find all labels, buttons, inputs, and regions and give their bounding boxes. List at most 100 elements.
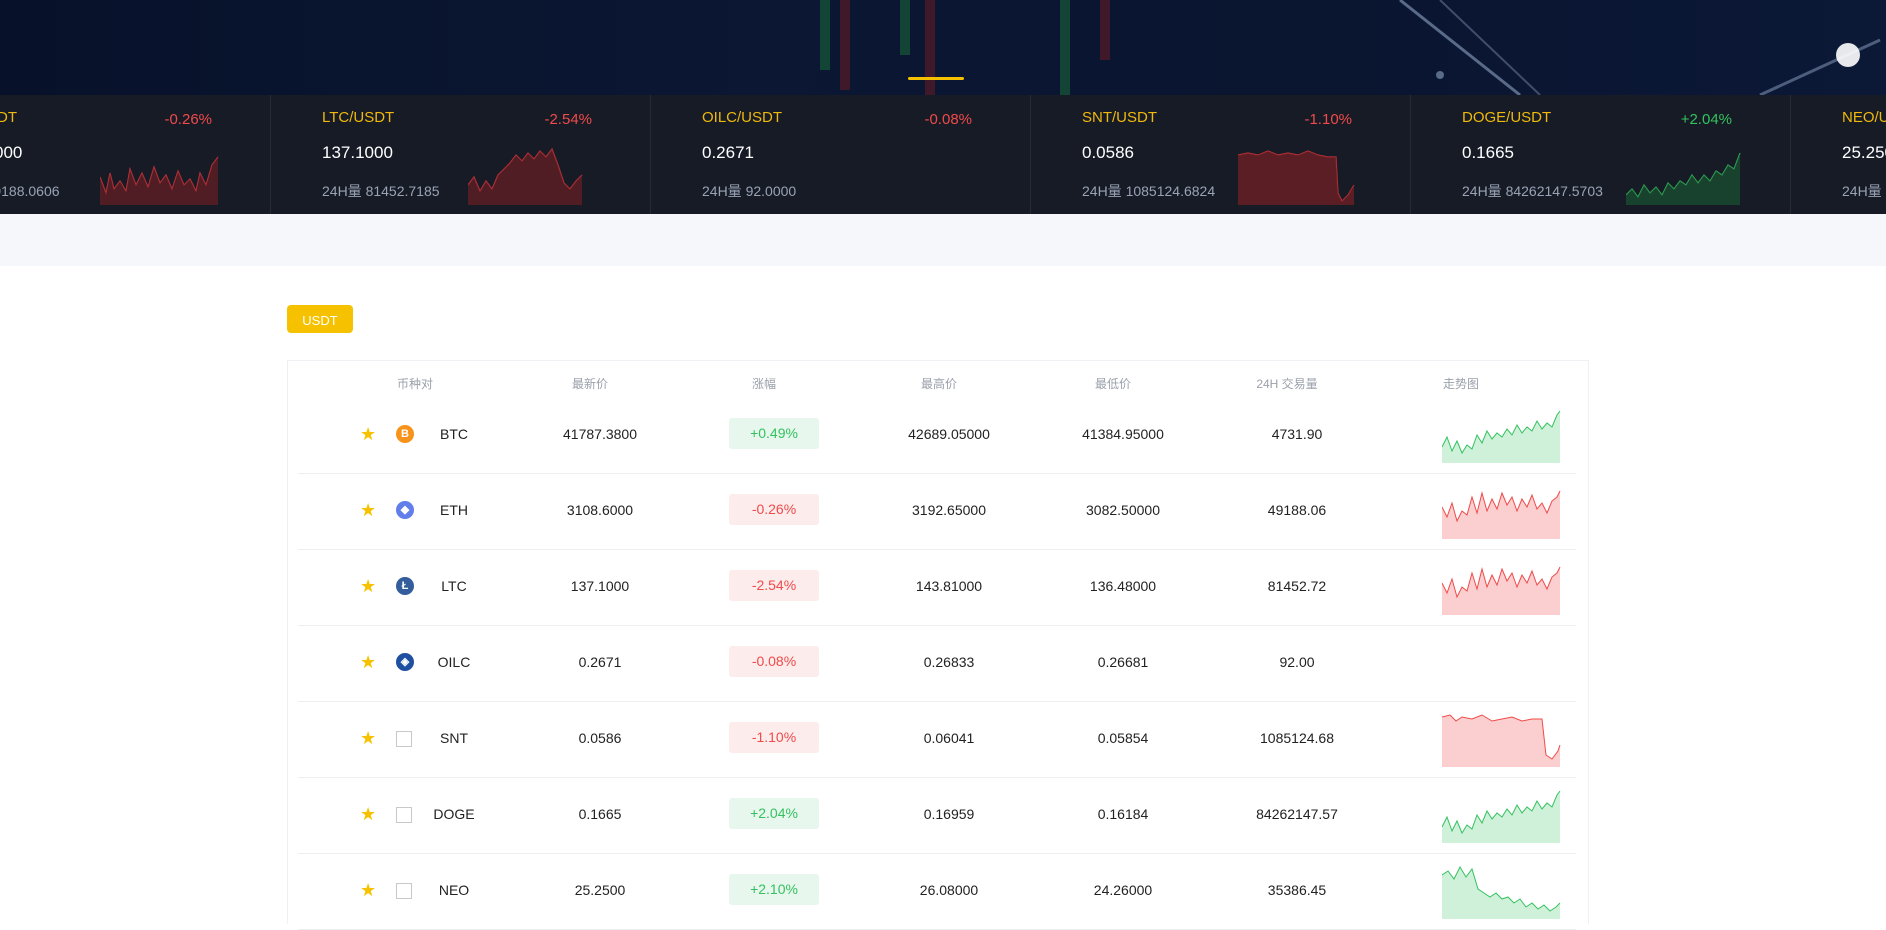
section-divider-band bbox=[0, 214, 1886, 266]
banner-candle bbox=[1060, 0, 1070, 95]
ticker-sparkline bbox=[1238, 150, 1355, 205]
banner-candle bbox=[900, 0, 910, 55]
coin-symbol: SNT bbox=[440, 730, 468, 746]
high-price: 42689.05000 bbox=[908, 426, 990, 442]
table-row[interactable]: ★ SNT 0.0586 -1.10% 0.06041 0.05854 1085… bbox=[298, 701, 1576, 778]
broken-image-icon bbox=[396, 807, 412, 823]
tab-usdt[interactable]: USDT bbox=[287, 305, 353, 333]
table-row[interactable]: ★ ◈ OILC 0.2671 -0.08% 0.26833 0.26681 9… bbox=[298, 625, 1576, 702]
ticker-volume: 24H量 35386.4500 bbox=[1842, 183, 1886, 199]
volume-24h: 92.00 bbox=[1279, 654, 1315, 670]
ticker-card[interactable]: NEO/USDT 25.2500 24H量 35386.4500 bbox=[1790, 95, 1886, 214]
coin-symbol: NEO bbox=[438, 882, 470, 898]
high-price: 0.26833 bbox=[923, 654, 975, 670]
ticker-volume: 24H量 84262147.5703 bbox=[1462, 183, 1603, 199]
ticker-card[interactable]: OILC/USDT -0.08% 0.2671 24H量 92.0000 bbox=[650, 95, 1031, 214]
ticker-price: 3108.6000 bbox=[0, 143, 23, 162]
ticker-sparkline bbox=[100, 156, 219, 205]
trend-sparkline bbox=[1442, 714, 1561, 767]
banner-candle bbox=[840, 0, 850, 90]
latest-price: 0.1665 bbox=[578, 806, 622, 822]
favorite-star-icon[interactable]: ★ bbox=[360, 804, 377, 824]
ticker-card[interactable]: SNT/USDT -1.10% 0.0586 24H量 1085124.6824 bbox=[1030, 95, 1411, 214]
litecoin-icon: Ł bbox=[396, 577, 414, 595]
latest-price: 25.2500 bbox=[574, 882, 626, 898]
ticker-change: -2.54% bbox=[544, 111, 592, 128]
ticker-price: 0.0586 bbox=[1082, 143, 1134, 162]
favorite-star-icon[interactable]: ★ bbox=[360, 652, 377, 672]
favorite-star-icon[interactable]: ★ bbox=[360, 728, 377, 748]
change-badge: +0.49% bbox=[729, 418, 819, 449]
favorite-star-icon[interactable]: ★ bbox=[360, 500, 377, 520]
ticker-volume: 24H量 92.0000 bbox=[702, 183, 797, 199]
banner-candle bbox=[1100, 0, 1110, 60]
ticker-price: 137.1000 bbox=[322, 143, 393, 162]
ticker-change: +2.04% bbox=[1680, 111, 1732, 128]
column-header-change: 涨幅 bbox=[751, 377, 777, 391]
low-price: 3082.50000 bbox=[1086, 502, 1160, 518]
latest-price: 137.1000 bbox=[570, 578, 630, 594]
ticker-pair: LTC/USDT bbox=[322, 109, 395, 126]
table-row[interactable]: ★ B BTC 41787.3800 +0.49% 42689.05000 41… bbox=[298, 397, 1576, 474]
coin-symbol: OILC bbox=[437, 654, 471, 670]
favorite-star-icon[interactable]: ★ bbox=[360, 576, 377, 596]
column-header-low: 最低价 bbox=[1094, 377, 1132, 391]
ticker-price: 25.2500 bbox=[1842, 143, 1886, 162]
ticker-pair: OILC/USDT bbox=[702, 109, 783, 126]
ticker-volume: 24H量 49188.0606 bbox=[0, 183, 60, 199]
ticker-volume: 24H量 81452.7185 bbox=[322, 183, 440, 199]
change-badge: +2.10% bbox=[729, 874, 819, 905]
favorite-star-icon[interactable]: ★ bbox=[360, 424, 377, 444]
ticker-price: 0.2671 bbox=[702, 143, 754, 162]
ticker-strip: ETH/USDT -0.26% 3108.6000 24H量 49188.060… bbox=[0, 95, 1886, 214]
volume-24h: 1085124.68 bbox=[1260, 730, 1334, 746]
column-header-price: 最新价 bbox=[571, 377, 609, 391]
low-price: 0.16184 bbox=[1097, 806, 1149, 822]
trend-sparkline bbox=[1442, 490, 1561, 539]
column-header-volume: 24H 交易量 bbox=[1256, 377, 1318, 391]
table-row[interactable]: ★ ◆ ETH 3108.6000 -0.26% 3192.65000 3082… bbox=[298, 473, 1576, 550]
ticker-pair: NEO/USDT bbox=[1842, 109, 1886, 126]
volume-24h: 49188.06 bbox=[1267, 502, 1327, 518]
column-header-high: 最高价 bbox=[920, 377, 958, 391]
change-badge: -0.08% bbox=[729, 646, 819, 677]
ticker-card[interactable]: LTC/USDT -2.54% 137.1000 24H量 81452.7185 bbox=[270, 95, 651, 214]
column-header-trend: 走势图 bbox=[1442, 377, 1480, 391]
change-badge: -2.54% bbox=[729, 570, 819, 601]
trend-sparkline bbox=[1442, 790, 1561, 843]
ticker-pair: ETH/USDT bbox=[0, 109, 17, 126]
ticker-pair: SNT/USDT bbox=[1082, 109, 1157, 126]
banner-candle bbox=[820, 0, 830, 70]
broken-image-icon bbox=[396, 731, 412, 747]
ticker-change: -0.26% bbox=[164, 111, 212, 128]
trend-sparkline bbox=[1442, 566, 1561, 615]
carousel-indicator[interactable] bbox=[908, 77, 964, 80]
low-price: 0.05854 bbox=[1097, 730, 1149, 746]
latest-price: 0.2671 bbox=[578, 654, 622, 670]
table-row[interactable]: ★ Ł LTC 137.1000 -2.54% 143.81000 136.48… bbox=[298, 549, 1576, 626]
ticker-sparkline bbox=[1626, 152, 1741, 205]
low-price: 24.26000 bbox=[1093, 882, 1153, 898]
ticker-card[interactable]: DOGE/USDT +2.04% 0.1665 24H量 84262147.57… bbox=[1410, 95, 1791, 214]
table-row[interactable]: ★ NEO 25.2500 +2.10% 26.08000 24.26000 3… bbox=[298, 853, 1576, 930]
low-price: 136.48000 bbox=[1089, 578, 1157, 594]
broken-image-icon bbox=[396, 883, 412, 899]
high-price: 143.81000 bbox=[915, 578, 983, 594]
ticker-card[interactable]: ETH/USDT -0.26% 3108.6000 24H量 49188.060… bbox=[0, 95, 271, 214]
ticker-sparkline bbox=[468, 147, 583, 205]
ticker-price: 0.1665 bbox=[1462, 143, 1514, 162]
high-price: 0.16959 bbox=[923, 806, 975, 822]
ethereum-icon: ◆ bbox=[396, 501, 414, 519]
banner-network-graphic bbox=[1399, 0, 1881, 95]
favorite-star-icon[interactable]: ★ bbox=[360, 880, 377, 900]
coin-symbol: ETH bbox=[440, 502, 468, 518]
coin-symbol: BTC bbox=[440, 426, 468, 442]
volume-24h: 81452.72 bbox=[1267, 578, 1327, 594]
change-badge: +2.04% bbox=[729, 798, 819, 829]
trend-sparkline bbox=[1442, 865, 1561, 919]
latest-price: 3108.6000 bbox=[566, 502, 634, 518]
change-badge: -0.26% bbox=[729, 494, 819, 525]
table-row[interactable]: ★ DOGE 0.1665 +2.04% 0.16959 0.16184 842… bbox=[298, 777, 1576, 854]
latest-price: 41787.3800 bbox=[563, 426, 637, 442]
oilc-icon: ◈ bbox=[396, 653, 414, 671]
